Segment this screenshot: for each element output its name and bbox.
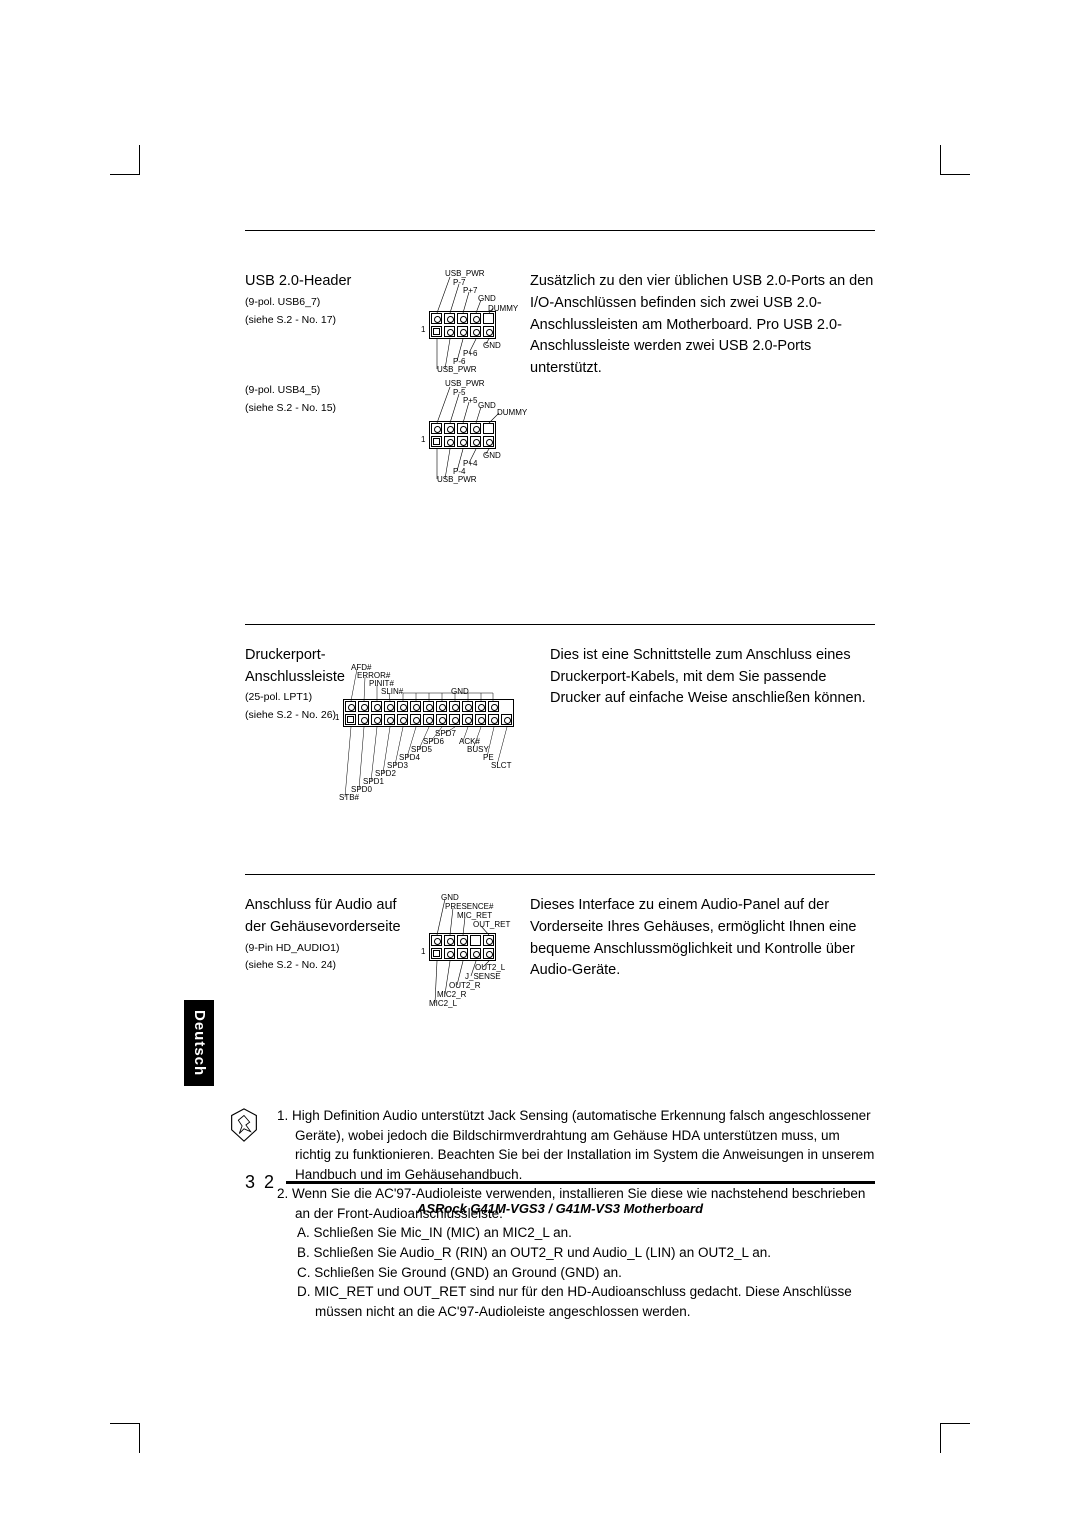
printer-diagram: AFD# ERROR# PINIT# SLIN# GND 1 SPD7 SPD6… <box>333 663 553 793</box>
warning-icon <box>225 1106 263 1144</box>
footer-rule-line <box>286 1181 875 1184</box>
page-footer: 3 2 ASRock G41M-VGS3 / G41M-VS3 Motherbo… <box>245 1172 875 1216</box>
usb-sub1a: (9-pol. USB6_7) <box>245 295 415 311</box>
note-2a: A. Schließen Sie Mic_IN (MIC) an MIC2_L … <box>277 1223 875 1243</box>
language-tab: Deutsch <box>184 1000 214 1086</box>
note-2b: B. Schließen Sie Audio_R (RIN) an OUT2_R… <box>277 1243 875 1263</box>
section-usb: USB 2.0-Header (9-pol. USB6_7) (siehe S.… <box>245 271 875 625</box>
audio-desc: Dieses Interface zu einem Audio-Panel au… <box>530 895 875 982</box>
usb-diagram-2: USB_PWR P-5 P+5 GND DUMMY 1 GND P+4 P-4 … <box>415 381 530 491</box>
crop-mark-br <box>940 1423 970 1453</box>
section-audio: Anschluss für Audio auf der Gehäusevorde… <box>245 895 875 1345</box>
pin-lines <box>333 663 553 803</box>
audio-sub2: (siehe S.2 - No. 24) <box>245 958 415 974</box>
audio-diagram: GND PRESENCE# MIC_RET OUT_RET 1 OUT2_L J… <box>415 895 535 1025</box>
pin-lines <box>415 271 530 376</box>
usb-desc: Zusätzlich zu den vier üblichen USB 2.0-… <box>530 271 875 380</box>
pin-lines <box>415 895 535 1010</box>
note-2c: C. Schließen Sie Ground (GND) an Ground … <box>277 1263 875 1283</box>
note-2d: D. MIC_RET und OUT_RET sind nur für den … <box>277 1282 875 1321</box>
audio-title1: Anschluss für Audio auf <box>245 895 415 917</box>
top-rule <box>245 230 875 231</box>
usb-sub2a: (9-pol. USB4_5) <box>245 383 415 399</box>
pin-lines <box>415 381 530 486</box>
usb-diagram-1: USB_PWR P-7 P+7 GND DUMMY 1 GND P+6 P-6 … <box>415 271 530 371</box>
footer-title: ASRock G41M-VGS3 / G41M-VS3 Motherboard <box>245 1201 875 1216</box>
section-printer: Druckerport-Anschlussleiste (25-pol. LPT… <box>245 645 875 875</box>
printer-desc: Dies ist eine Schnittstelle zum Anschlus… <box>550 645 875 710</box>
page-number: 3 2 <box>245 1172 276 1193</box>
crop-mark-tr <box>940 145 970 175</box>
usb-sub2b: (siehe S.2 - No. 15) <box>245 401 415 417</box>
crop-mark-bl <box>110 1423 140 1453</box>
audio-title2: der Gehäusevorderseite <box>245 917 415 939</box>
crop-mark-tl <box>110 145 140 175</box>
usb-title: USB 2.0-Header <box>245 271 415 293</box>
audio-sub1: (9-Pin HD_AUDIO1) <box>245 941 415 957</box>
usb-sub1b: (siehe S.2 - No. 17) <box>245 313 415 329</box>
